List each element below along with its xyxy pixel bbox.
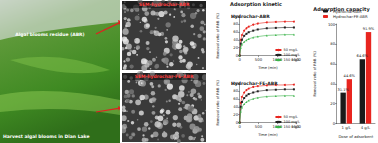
svg-text:0: 0 [235,53,239,59]
svg-text:Removal ratio of RhB (%): Removal ratio of RhB (%) [216,13,220,59]
svg-text:Hydrochar-ABR: Hydrochar-ABR [231,14,270,19]
svg-text:SEM-hydrochar-FE-ABR: SEM-hydrochar-FE-ABR [135,74,194,79]
svg-text:0: 0 [238,57,241,62]
svg-text:1 g/L: 1 g/L [342,125,352,130]
svg-text:60: 60 [233,96,238,101]
svg-text:100: 100 [328,22,336,27]
svg-text:4 g/L: 4 g/L [361,125,371,130]
svg-text:31.1%: 31.1% [337,88,349,92]
svg-text:64.6%: 64.6% [357,54,369,58]
svg-text:40: 40 [233,104,238,109]
svg-text:20: 20 [330,101,335,106]
svg-text:150 mg/L: 150 mg/L [283,125,300,129]
svg-text:1000: 1000 [272,57,282,62]
svg-text:Harvest algal blooms in Dian L: Harvest algal blooms in Dian Lake [3,134,89,139]
html-text:Adsorption kinetic: Adsorption kinetic [230,1,282,7]
svg-text:Removal ratio of RhB (%): Removal ratio of RhB (%) [313,51,317,97]
svg-text:40: 40 [330,81,335,86]
svg-text:20: 20 [233,112,238,117]
svg-text:Adsorption capacity: Adsorption capacity [313,6,370,13]
svg-text:0: 0 [333,121,336,126]
svg-text:91.9%: 91.9% [363,27,375,31]
svg-text:80: 80 [233,88,238,93]
svg-text:0: 0 [235,120,239,126]
svg-text:50 mg/L: 50 mg/L [283,115,297,119]
svg-text:Hydrochar-FE-ABR: Hydrochar-FE-ABR [333,14,368,19]
svg-text:40: 40 [233,37,238,42]
svg-text:1000: 1000 [272,124,282,129]
svg-text:100 mg/L: 100 mg/L [283,120,300,124]
svg-text:500: 500 [255,57,263,62]
svg-text:100 mg/L: 100 mg/L [283,53,300,57]
svg-text:Time (min): Time (min) [257,133,278,137]
svg-text:60: 60 [330,61,335,66]
svg-text:50 mg/L: 50 mg/L [283,48,297,52]
svg-text:44.6%: 44.6% [344,74,356,78]
svg-text:80: 80 [233,21,238,26]
svg-text:20: 20 [233,45,238,50]
svg-text:Removal ratio of RhB (%): Removal ratio of RhB (%) [216,80,220,126]
svg-text:150 mg/L: 150 mg/L [283,58,300,62]
svg-text:Algal blooms residue (ABR): Algal blooms residue (ABR) [15,32,84,37]
svg-text:Hydrochar-FE-ABR: Hydrochar-FE-ABR [231,81,278,86]
svg-text:0: 0 [238,124,241,129]
svg-text:Time (min): Time (min) [257,66,278,70]
svg-text:80: 80 [330,41,335,46]
svg-text:60: 60 [233,29,238,34]
svg-text:500: 500 [255,124,263,129]
svg-text:Dose of adsorbent: Dose of adsorbent [338,134,373,139]
svg-text:SEM-hydrochar-ABR: SEM-hydrochar-ABR [139,2,190,7]
